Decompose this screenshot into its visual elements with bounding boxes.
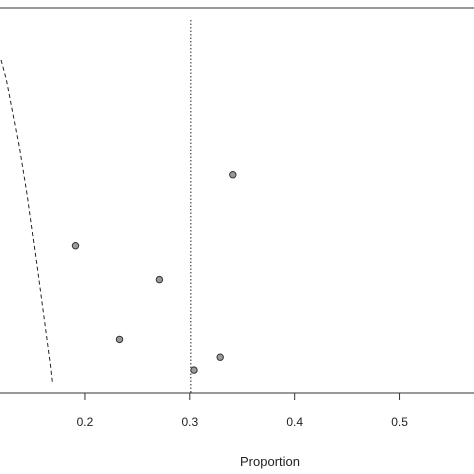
data-point: [190, 366, 198, 374]
x-tick-label: 0.4: [286, 415, 303, 429]
data-point: [71, 242, 80, 250]
x-tick-label: 0.5: [391, 415, 408, 429]
funnel-curve-layer: [0, 59, 53, 384]
x-axis-title: Proportion: [240, 454, 300, 469]
x-tick-label: 0.3: [181, 415, 198, 429]
plot-frame: [0, 7, 474, 394]
data-point: [216, 353, 224, 361]
x-axis: 0.2 0.3 0.4 0.5: [0, 392, 474, 429]
data-points-layer: [71, 171, 237, 374]
funnel-limit-curve: [0, 59, 53, 384]
data-point: [155, 275, 164, 284]
data-point: [229, 171, 237, 179]
x-tick-label: 0.2: [77, 415, 94, 429]
data-point: [115, 335, 124, 344]
